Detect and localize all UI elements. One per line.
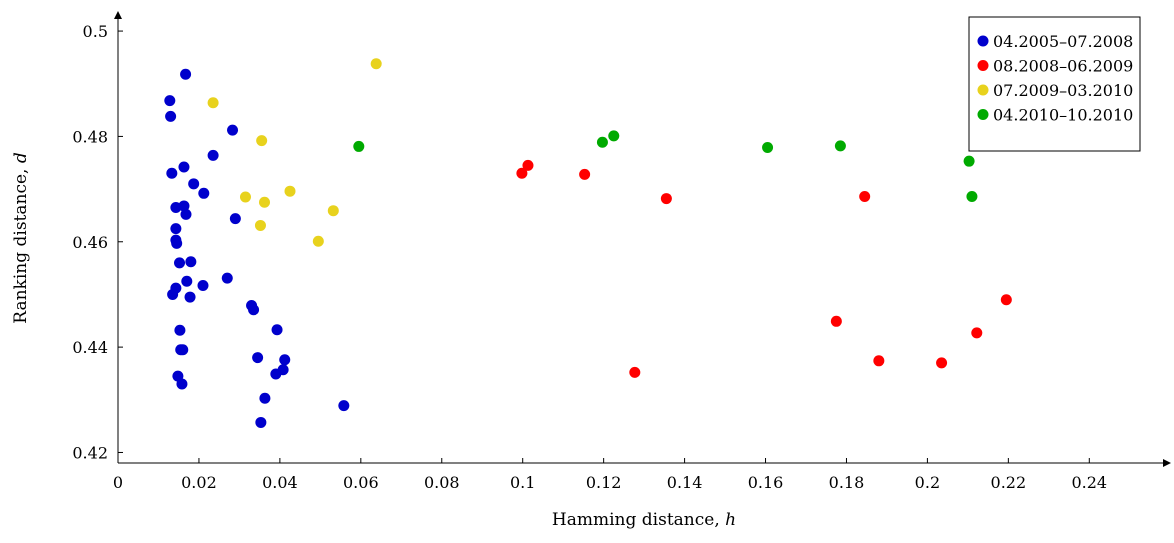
x-tick-label: 0.24 — [1071, 473, 1107, 492]
series-2 — [516, 159, 1012, 378]
y-axis-title: Ranking distance, d — [11, 152, 31, 324]
data-point — [181, 275, 193, 287]
data-point — [178, 161, 190, 173]
series-4 — [353, 130, 978, 202]
data-point — [184, 291, 196, 303]
data-point — [221, 272, 233, 284]
data-point — [859, 190, 871, 202]
y-tick-label: 0.42 — [72, 443, 108, 462]
data-point — [177, 344, 189, 356]
series-1 — [164, 68, 350, 428]
x-ticks: 0 0.02 0.04 0.06 0.08 0.1 0.12 0.14 0.16 0.18 0.2 0… — [113, 458, 1107, 492]
data-point — [176, 378, 188, 390]
data-point — [516, 167, 528, 179]
legend-label: 08.2008–06.2009 — [993, 57, 1133, 76]
data-point — [971, 327, 983, 339]
data-point — [834, 140, 846, 152]
data-point — [370, 58, 382, 70]
legend-marker — [977, 84, 989, 96]
x-tick-label: 0 — [113, 473, 123, 492]
x-tick-label: 0.18 — [829, 473, 865, 492]
data-point — [873, 355, 885, 367]
y-tick-label: 0.5 — [83, 22, 108, 41]
x-tick-label: 0.08 — [424, 473, 460, 492]
data-point — [256, 135, 268, 147]
data-point — [207, 149, 219, 161]
axes — [114, 11, 1171, 467]
x-tick-label: 0.14 — [667, 473, 703, 492]
x-tick-label: 0.22 — [991, 473, 1027, 492]
data-point — [252, 352, 264, 364]
data-point — [259, 196, 271, 208]
legend-box — [968, 16, 1141, 152]
data-point — [966, 190, 978, 202]
data-point — [271, 324, 283, 336]
data-point — [188, 178, 200, 190]
data-point — [166, 167, 178, 179]
data-point — [248, 304, 260, 316]
data-point — [165, 110, 177, 122]
legend-marker — [977, 60, 989, 71]
data-point — [259, 392, 271, 404]
data-point — [279, 354, 291, 366]
data-point — [963, 155, 975, 167]
data-point — [174, 257, 186, 269]
data-point — [1000, 294, 1012, 306]
data-points — [164, 58, 1012, 428]
data-point — [522, 159, 534, 171]
legend-label: 07.2009–03.2010 — [993, 81, 1133, 100]
data-point — [227, 124, 239, 136]
x-tick-label: 0.02 — [181, 473, 217, 492]
data-point — [185, 256, 197, 268]
data-point — [579, 168, 591, 180]
data-point — [229, 213, 241, 225]
data-point — [167, 288, 179, 300]
x-tick-label: 0.12 — [586, 473, 622, 492]
legend: 04.2005–07.2008 08.2008–06.2009 07.2009–03… — [968, 16, 1141, 152]
x-axis-title: Hamming distance, h — [552, 510, 736, 530]
legend-marker — [977, 109, 989, 120]
data-point — [936, 357, 948, 369]
data-point — [830, 315, 842, 327]
data-point — [171, 237, 183, 249]
legend-label: 04.2005–07.2008 — [993, 32, 1133, 51]
data-point — [180, 68, 192, 80]
data-point — [608, 130, 620, 142]
x-tick-label: 0.06 — [343, 473, 379, 492]
legend-marker — [977, 35, 989, 47]
data-point — [239, 191, 251, 203]
data-point — [327, 205, 339, 217]
data-point — [164, 95, 176, 107]
data-point — [178, 200, 190, 212]
data-point — [660, 193, 672, 205]
x-tick-label: 0.16 — [748, 473, 784, 492]
legend-label: 04.2010–10.2010 — [993, 106, 1133, 125]
x-tick-label: 0.2 — [915, 473, 940, 492]
data-point — [254, 219, 266, 231]
data-point — [284, 185, 296, 197]
data-point — [629, 366, 641, 378]
data-point — [596, 136, 608, 148]
series-3 — [207, 58, 382, 247]
data-point — [762, 141, 774, 153]
data-point — [180, 208, 192, 220]
data-point — [198, 187, 210, 199]
y-tick-label: 0.44 — [72, 338, 108, 357]
data-point — [255, 416, 267, 428]
data-point — [170, 223, 182, 235]
data-point — [338, 400, 350, 412]
data-point — [353, 140, 365, 152]
x-tick-label: 0.1 — [510, 473, 535, 492]
data-point — [197, 279, 209, 291]
y-tick-label: 0.48 — [72, 127, 108, 146]
x-tick-label: 0.04 — [262, 473, 298, 492]
y-ticks: 0.42 0.44 0.46 0.48 0.5 — [72, 22, 123, 462]
data-point — [270, 368, 282, 380]
data-point — [207, 97, 219, 109]
data-point — [312, 235, 324, 247]
data-point — [174, 324, 186, 336]
y-tick-label: 0.46 — [72, 233, 108, 252]
